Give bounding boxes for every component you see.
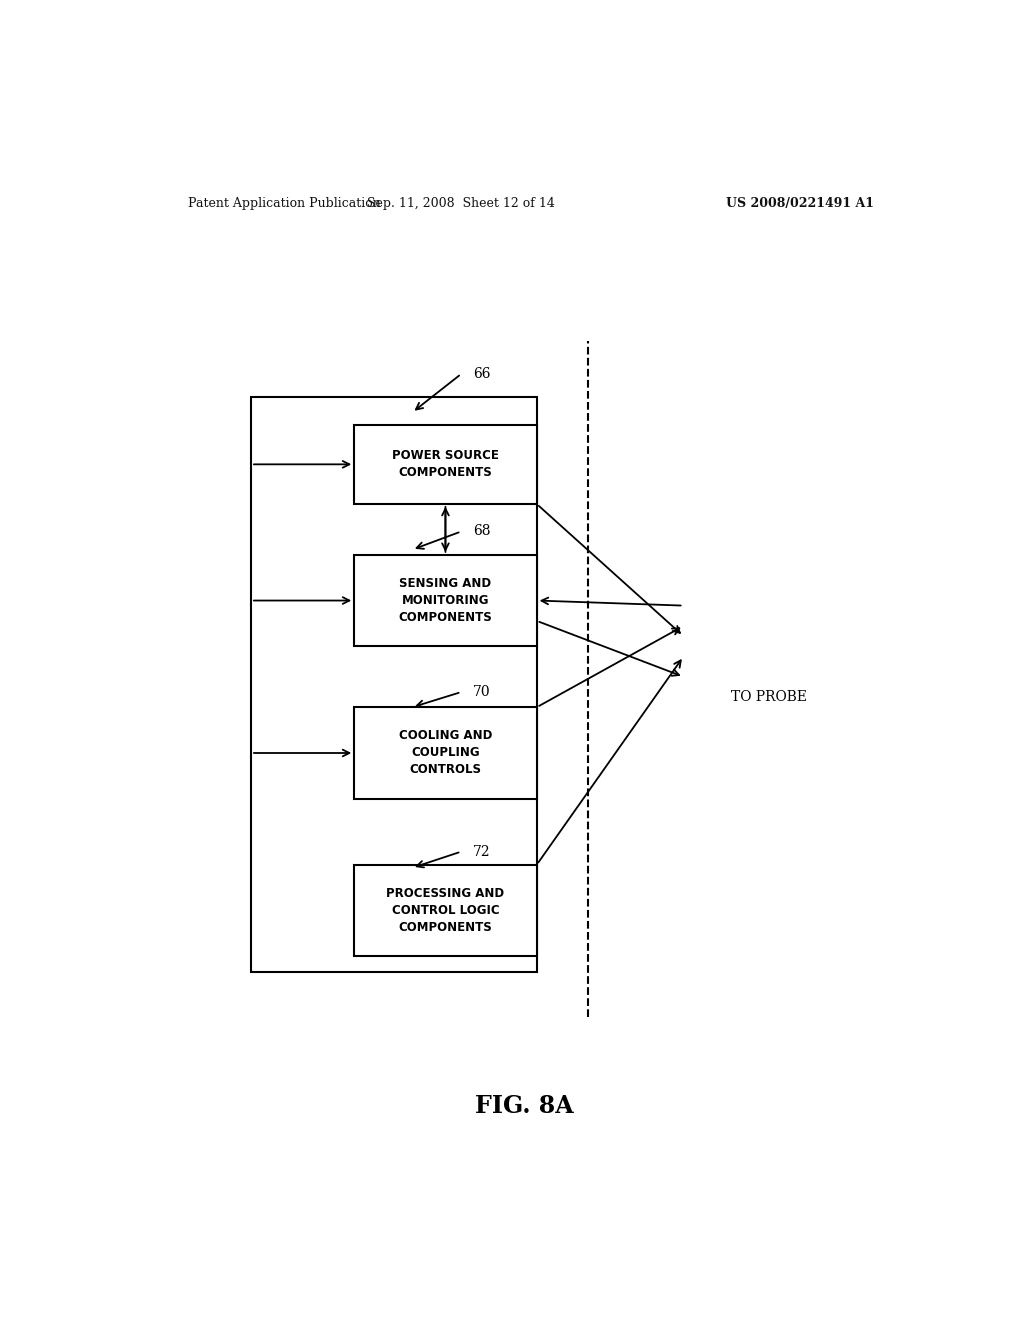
Bar xyxy=(354,554,537,647)
Text: 66: 66 xyxy=(473,367,490,381)
Text: TO PROBE: TO PROBE xyxy=(731,690,807,704)
Bar xyxy=(354,708,537,799)
Text: POWER SOURCE
COMPONENTS: POWER SOURCE COMPONENTS xyxy=(392,449,499,479)
Text: 72: 72 xyxy=(473,845,490,858)
Text: 70: 70 xyxy=(473,685,490,700)
Text: 68: 68 xyxy=(473,524,490,539)
Text: SENSING AND
MONITORING
COMPONENTS: SENSING AND MONITORING COMPONENTS xyxy=(398,577,493,624)
Text: US 2008/0221491 A1: US 2008/0221491 A1 xyxy=(726,197,873,210)
Bar xyxy=(251,397,537,972)
Bar xyxy=(354,865,537,956)
Text: FIG. 8A: FIG. 8A xyxy=(475,1094,574,1118)
Text: PROCESSING AND
CONTROL LOGIC
COMPONENTS: PROCESSING AND CONTROL LOGIC COMPONENTS xyxy=(386,887,505,935)
Text: Patent Application Publication: Patent Application Publication xyxy=(187,197,380,210)
Bar xyxy=(354,425,537,504)
Text: COOLING AND
COUPLING
CONTROLS: COOLING AND COUPLING CONTROLS xyxy=(398,730,493,776)
Text: Sep. 11, 2008  Sheet 12 of 14: Sep. 11, 2008 Sheet 12 of 14 xyxy=(368,197,555,210)
